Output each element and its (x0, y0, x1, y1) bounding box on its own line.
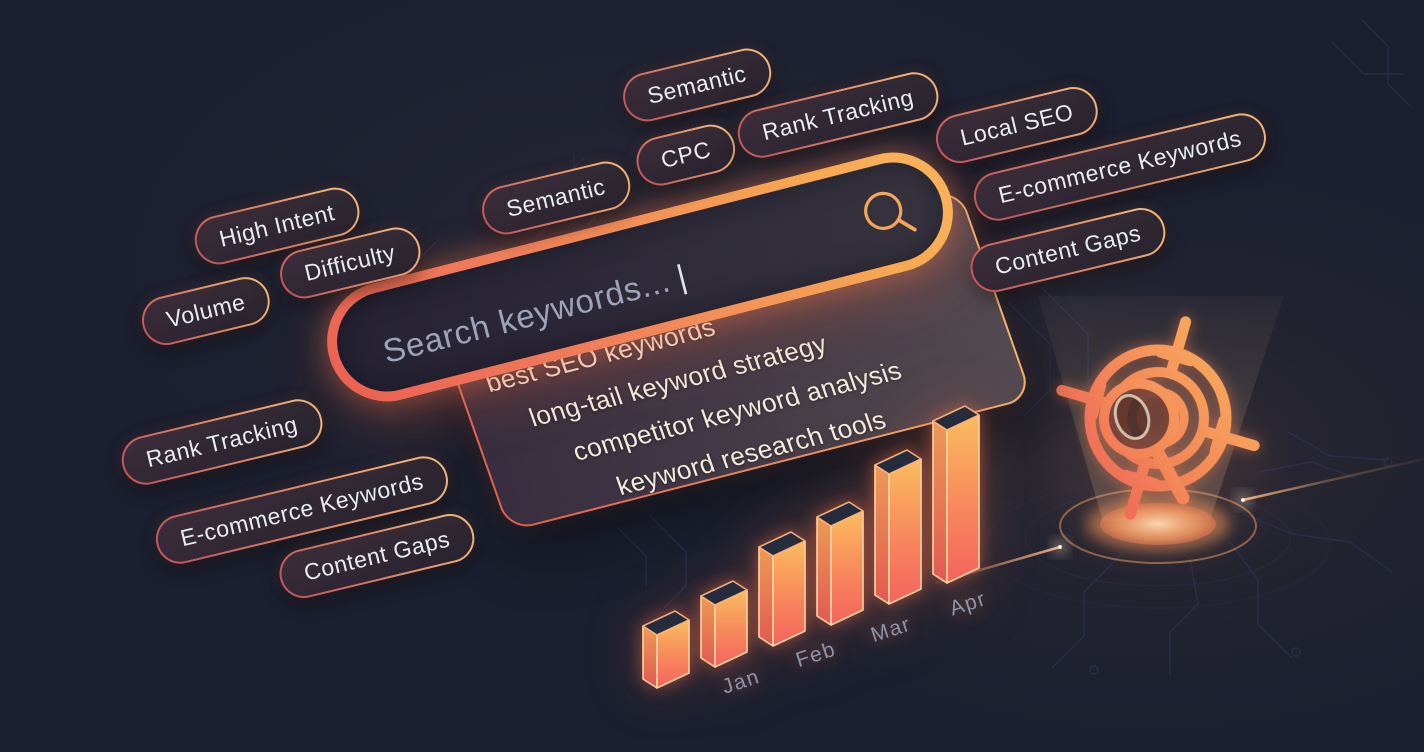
keyword-tag-volume[interactable]: Volume (136, 271, 276, 351)
keyword-tag-label: Rank Tracking (143, 410, 301, 473)
keyword-tag-cpc[interactable]: CPC (631, 119, 741, 191)
pedestal-ring (1059, 488, 1257, 564)
keyword-tag-label: Local SEO (957, 98, 1077, 151)
text-cursor: | (672, 257, 691, 296)
pedestal-glow (1086, 497, 1230, 551)
pedestal-disc (1100, 503, 1216, 545)
chart-tick-label: Mar (868, 613, 914, 647)
keyword-tag-label: Volume (163, 288, 248, 333)
keyword-tag-rank-tracking-left[interactable]: Rank Tracking (116, 394, 328, 490)
magnifier-icon (864, 191, 917, 232)
glow-line-right (1242, 457, 1424, 502)
keyword-tag-label: Semantic (503, 173, 608, 222)
holo-halo (1020, 356, 1296, 580)
glow-line-left (934, 545, 1061, 585)
keyword-tag-label: Content Gaps (301, 525, 453, 586)
chart-month-labels: Jan Feb Mar Apr (719, 587, 989, 699)
keyword-tag-label: Semantic (644, 60, 749, 109)
chart-tick-label: Feb (793, 638, 839, 672)
keyword-tag-label: Content Gaps (992, 219, 1144, 280)
chart-tick-label: Apr (947, 587, 989, 620)
target-magnifier-icon (1056, 316, 1260, 520)
keyword-tag-label: Rank Tracking (759, 83, 917, 146)
light-beam (1038, 296, 1284, 522)
keyword-tag-label: Difficulty (301, 239, 398, 286)
chart-tick-label: Jan (719, 665, 763, 699)
keyword-tag-label: CPC (658, 135, 714, 174)
